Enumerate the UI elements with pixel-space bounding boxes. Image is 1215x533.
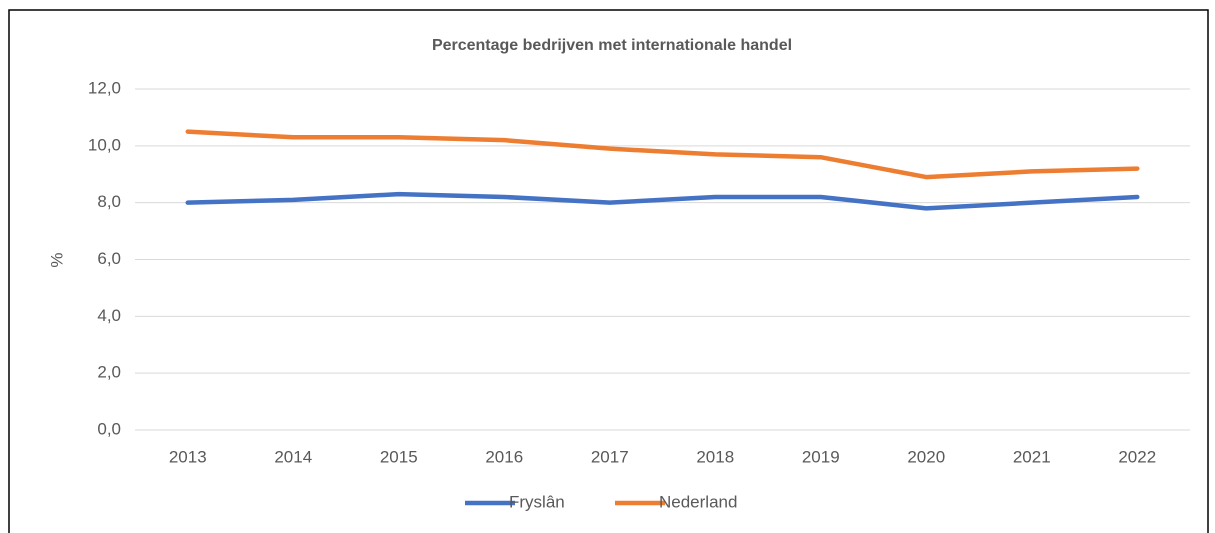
line-series: [185, 191, 1140, 211]
line-series: [185, 129, 1140, 180]
x-tick-label: 2013: [169, 447, 207, 466]
x-tick-label: 2017: [591, 447, 629, 466]
y-tick-label: 8,0: [97, 192, 121, 211]
legend-label: Nederland: [659, 492, 737, 511]
y-tick-label: 2,0: [97, 363, 121, 382]
x-tick-label: 2015: [380, 447, 418, 466]
x-tick-label: 2014: [274, 447, 312, 466]
y-tick-label: 10,0: [88, 135, 121, 154]
y-tick-label: 0,0: [97, 419, 121, 438]
x-tick-label: 2016: [485, 447, 523, 466]
x-tick-label: 2018: [696, 447, 734, 466]
chart-title: Percentage bedrijven met internationale …: [432, 37, 792, 54]
x-tick-label: 2021: [1013, 447, 1051, 466]
x-tick-label: 2020: [907, 447, 945, 466]
chart-frame: [8, 9, 1209, 533]
legend-label: Fryslân: [509, 492, 565, 511]
x-tick-label: 2022: [1118, 447, 1156, 466]
x-tick-label: 2019: [802, 447, 840, 466]
y-tick-label: 6,0: [97, 249, 121, 268]
y-tick-label: 4,0: [97, 306, 121, 325]
y-tick-label: 12,0: [88, 78, 121, 97]
y-axis-label: %: [47, 252, 66, 267]
